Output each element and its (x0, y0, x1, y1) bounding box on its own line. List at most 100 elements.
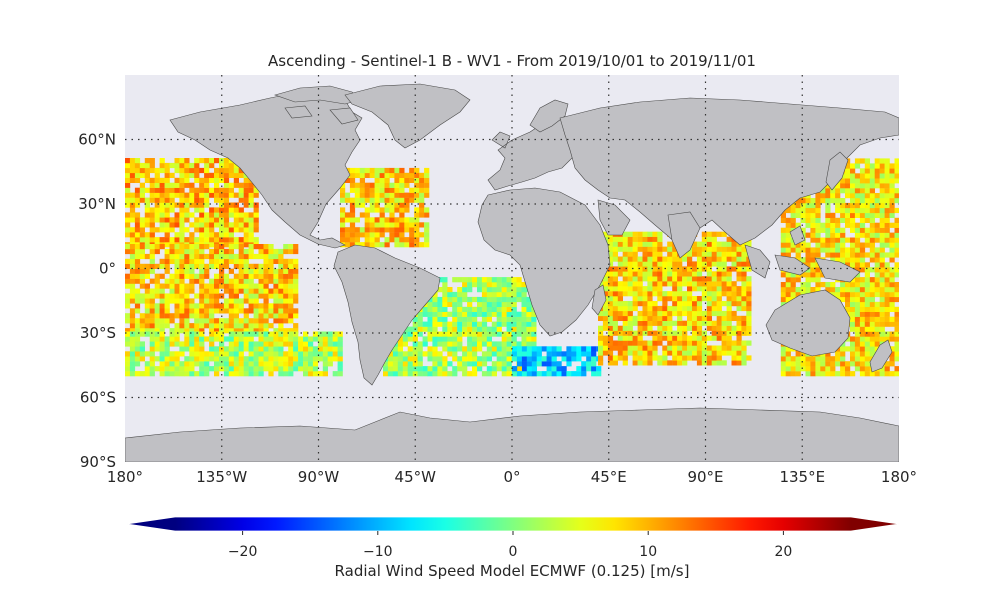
wind-cell (810, 207, 816, 214)
wind-cell (874, 341, 880, 347)
wind-cell (627, 320, 633, 326)
wind-cell (159, 258, 165, 264)
wind-cell (174, 356, 180, 362)
wind-cell (337, 351, 343, 357)
wind-cell (845, 361, 851, 367)
wind-cell (204, 351, 210, 357)
wind-cell (884, 361, 890, 367)
wind-cell (432, 366, 438, 372)
wind-cell (199, 341, 205, 347)
wind-cell (268, 268, 274, 274)
wind-cell (407, 356, 413, 362)
wind-cell (825, 188, 831, 194)
wind-cell (389, 222, 395, 228)
wind-cell (184, 288, 190, 294)
wind-cell (417, 321, 423, 327)
wind-cell (164, 248, 170, 255)
wind-cell (864, 173, 870, 179)
wind-cell (835, 227, 841, 233)
wind-cell (344, 227, 351, 233)
wind-cell (850, 183, 856, 189)
wind-cell (607, 276, 614, 282)
wind-cell (657, 335, 663, 341)
wind-cell (884, 306, 890, 312)
wind-cell (189, 202, 195, 208)
wind-cell (731, 330, 737, 336)
wind-cell (894, 272, 899, 278)
wind-cell (134, 356, 141, 362)
wind-cell (531, 326, 537, 332)
wind-cell (238, 361, 244, 367)
wind-cell (667, 350, 673, 356)
wind-cell (647, 281, 653, 287)
wind-cell (581, 361, 587, 367)
wind-cell (657, 241, 663, 247)
wind-cell (889, 351, 895, 357)
wind-cell (134, 212, 141, 218)
wind-cell (419, 187, 425, 193)
wind-cell (457, 296, 463, 303)
wind-cell (701, 286, 707, 292)
wind-cell (840, 252, 846, 258)
wind-cell (179, 361, 185, 367)
wind-cell (414, 217, 420, 223)
wind-cell (169, 222, 175, 228)
wind-cell (149, 207, 155, 213)
wind-cell (850, 227, 856, 233)
wind-cell (835, 242, 841, 248)
wind-cell (384, 207, 390, 213)
wind-cell (273, 346, 279, 352)
wind-cell (238, 318, 244, 324)
wind-cell (354, 197, 360, 203)
wind-cell (657, 251, 663, 257)
wind-cell (506, 282, 512, 288)
wind-cell (228, 207, 234, 213)
wind-cell (511, 341, 517, 347)
wind-cell (879, 212, 885, 218)
wind-cell (214, 237, 220, 243)
wind-cell (414, 232, 420, 238)
wind-cell (223, 303, 230, 309)
wind-cell (672, 266, 678, 272)
wind-cell (169, 182, 175, 188)
wind-cell (879, 183, 885, 189)
wind-cell (632, 355, 638, 361)
wind-cell (144, 212, 150, 218)
wind-cell (204, 172, 210, 178)
wind-cell (233, 346, 239, 352)
wind-cell (617, 246, 623, 252)
wind-cell (139, 283, 145, 289)
wind-cell (223, 323, 230, 329)
wind-cell (481, 296, 488, 303)
wind-cell (672, 310, 678, 317)
wind-cell (223, 192, 230, 198)
wind-cell (657, 320, 663, 326)
wind-cell (199, 263, 205, 269)
wind-cell (139, 331, 145, 337)
wind-cell (642, 271, 648, 277)
wind-cell (263, 336, 269, 342)
wind-cell (820, 242, 826, 248)
wind-cell (424, 232, 430, 238)
wind-cell (283, 351, 289, 357)
wind-cell (125, 217, 131, 223)
lat-tick-label: 0° (99, 260, 116, 278)
wind-cell (726, 256, 732, 262)
wind-cell (652, 261, 658, 267)
wind-cell (672, 301, 678, 307)
wind-cell (835, 222, 841, 228)
wind-cell (874, 311, 880, 317)
wind-cell (642, 350, 648, 356)
wind-cell (228, 361, 234, 367)
wind-cell (214, 303, 220, 309)
wind-cell (169, 227, 175, 233)
wind-cell (384, 237, 390, 243)
wind-cell (139, 346, 145, 352)
wind-cell (184, 177, 190, 183)
wind-cell (687, 261, 693, 267)
wind-cell (258, 346, 264, 352)
wind-cell (144, 202, 150, 208)
wind-cell (864, 212, 870, 218)
wind-cell (359, 227, 365, 233)
wind-cell (612, 360, 618, 366)
